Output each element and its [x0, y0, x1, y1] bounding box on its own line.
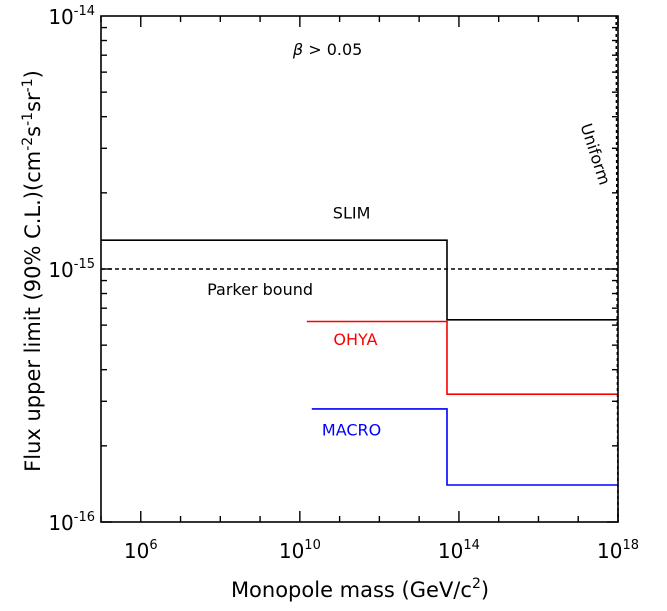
beta-label: β > 0.05 — [292, 40, 362, 59]
uniform-label: Uniform — [577, 121, 615, 187]
series-layer — [101, 15, 619, 523]
ohya-label: OHYA — [333, 330, 377, 349]
y-axis-title: Flux upper limit (90% C.L.)(cm-2s-1sr-1) — [20, 70, 45, 472]
x-tick-label: 1018 — [597, 538, 639, 563]
slim-label: SLIM — [333, 204, 371, 223]
y-tick-label: 10-16 — [48, 510, 95, 535]
y-tick-label: 10-15 — [48, 257, 95, 282]
plot-frame — [100, 15, 619, 523]
x-tick-label: 1014 — [438, 538, 480, 563]
x-axis-title: Monopole mass (GeV/c2) — [231, 576, 489, 602]
series-macro — [311, 408, 618, 486]
parker-label: Parker bound — [207, 280, 313, 299]
tick-label-layer: 106 1010 1014 1018 10-16 10-15 10-14 — [48, 4, 639, 563]
series-ohya — [306, 320, 618, 396]
y-tick-label: 10-14 — [48, 4, 95, 29]
macro-label: MACRO — [322, 420, 381, 439]
series-slim — [101, 239, 618, 321]
x-tick-label: 1010 — [279, 538, 321, 563]
x-tick-label: 106 — [124, 538, 158, 563]
